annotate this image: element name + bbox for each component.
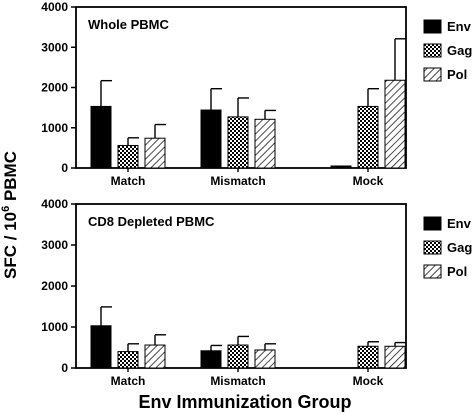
bar-pol-mismatch xyxy=(254,118,276,169)
bar-env-mock xyxy=(330,165,352,169)
legend-swatch-pol xyxy=(423,67,442,82)
y-tick-label: 4000 xyxy=(41,197,68,211)
bar-gag-mismatch xyxy=(227,344,249,369)
legend-swatch-gag xyxy=(423,240,442,255)
bar-pol-match xyxy=(144,344,166,369)
legend-swatch-env xyxy=(423,19,442,34)
y-tick-label: 0 xyxy=(61,161,68,175)
x-axis-label: Env Immunization Group xyxy=(138,392,351,412)
category-label: Mock xyxy=(353,374,384,388)
panel-title: Whole PBMC xyxy=(88,17,169,32)
panel-whole-pbmc: 0 1000 2000 3000 4000 Whole PBMC Match Mismatch… xyxy=(41,0,472,188)
y-tick-label: 4000 xyxy=(41,0,68,14)
bar-env-match xyxy=(90,325,112,369)
bar-env-mismatch xyxy=(200,109,222,169)
bar-gag-mock xyxy=(357,345,379,369)
category-label: Match xyxy=(111,174,146,188)
bar-env-match xyxy=(90,105,112,169)
panel-cd8-depleted-pbmc: 0 1000 2000 3000 4000 CD8 Depleted PBMC Match M… xyxy=(41,197,472,388)
bar-pol-match xyxy=(144,137,166,169)
y-tick-label: 3000 xyxy=(41,238,68,252)
legend-label-env: Env xyxy=(447,19,472,34)
bar-pol-mock xyxy=(384,345,406,369)
legend-label-gag: Gag xyxy=(447,240,472,255)
legend-swatch-gag xyxy=(423,43,442,58)
bar-gag-mismatch xyxy=(227,116,249,169)
y-tick-label: 1000 xyxy=(41,121,68,135)
legend-label-pol: Pol xyxy=(447,264,467,279)
bar-gag-match xyxy=(117,351,139,369)
y-tick-label: 1000 xyxy=(41,320,68,334)
y-axis-label: SFC / 106 PBMC xyxy=(0,151,20,279)
category-label: Mismatch xyxy=(210,374,265,388)
panel-title: CD8 Depleted PBMC xyxy=(88,214,215,229)
y-tick-label: 0 xyxy=(61,361,68,375)
legend-swatch-env xyxy=(423,216,442,231)
bar-gag-mock xyxy=(357,105,379,169)
category-label: Match xyxy=(111,374,146,388)
legend-label-gag: Gag xyxy=(447,43,472,58)
y-tick-label: 2000 xyxy=(41,279,68,293)
bar-env-mismatch xyxy=(200,350,222,369)
legend-swatch-pol xyxy=(423,264,442,279)
bar-pol-mismatch xyxy=(254,349,276,369)
y-tick-label: 3000 xyxy=(41,40,68,54)
y-tick-label: 2000 xyxy=(41,81,68,95)
legend-label-pol: Pol xyxy=(447,67,467,82)
bar-gag-match xyxy=(117,144,139,169)
category-label: Mock xyxy=(353,174,384,188)
bar-pol-mock xyxy=(384,79,406,169)
category-label: Mismatch xyxy=(210,174,265,188)
legend-label-env: Env xyxy=(447,216,472,231)
